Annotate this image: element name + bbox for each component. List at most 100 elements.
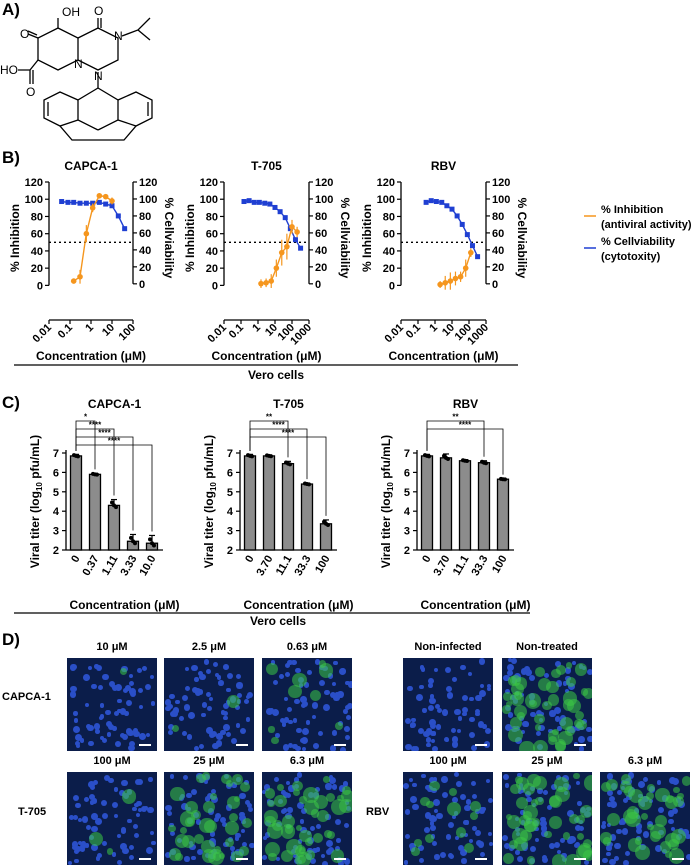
nucleus-speck [210, 788, 217, 795]
nucleus-speck [81, 816, 89, 823]
nucleus-speck [424, 827, 430, 833]
nucleus-speck [139, 733, 147, 741]
nucleus-speck [642, 777, 648, 783]
y-tick-label: 120 [377, 177, 395, 189]
nucleus-speck [91, 813, 99, 821]
significance-label: **** [459, 421, 472, 430]
scale-bar [334, 744, 346, 746]
nucleus-speck [302, 700, 309, 707]
viability-point [115, 213, 121, 219]
nucleus-speck [554, 841, 561, 848]
bar [300, 483, 314, 551]
infection-signal [330, 849, 345, 863]
nucleus-speck [487, 798, 493, 804]
bar-replicate-dot [286, 461, 290, 466]
nucleus-speck [671, 807, 679, 815]
inhibition-point [289, 224, 295, 230]
infection-signal [172, 724, 180, 732]
infection-signal [529, 699, 537, 708]
nucleus-speck [175, 700, 180, 705]
nucleus-speck [507, 711, 514, 718]
infection-signal [672, 786, 680, 794]
figure-charts: CAPCA-10204060801001200204060801001200.0… [8, 159, 692, 628]
viability-point [428, 198, 434, 204]
infection-signal [606, 779, 619, 792]
infection-signal [627, 806, 640, 819]
infection-signal [414, 839, 422, 847]
nucleus-speck [511, 658, 518, 665]
infection-signal [264, 815, 276, 828]
bar [319, 523, 333, 551]
nucleus-speck [112, 726, 117, 731]
nucleus-speck [566, 810, 574, 818]
x-tick-label: 0.01 [30, 322, 54, 346]
nucleus-speck [73, 718, 78, 723]
bar-replicate-dot [444, 455, 448, 460]
nucleus-speck [571, 660, 576, 665]
nucleus-speck [517, 772, 523, 778]
nucleus-speck [236, 692, 242, 698]
nucleus-speck [333, 694, 340, 702]
nucleus-speck [541, 856, 548, 863]
y-tick-label: 20 [206, 263, 218, 275]
nucleus-speck [193, 745, 200, 751]
nucleus-speck [208, 731, 215, 738]
y-tick-label: 20 [31, 263, 43, 275]
y2-tick-label: 60 [492, 228, 504, 240]
nucleus-speck [102, 673, 109, 681]
nucleus-speck [336, 838, 341, 843]
nucleus-speck [291, 660, 297, 666]
infection-signal [469, 812, 478, 821]
nucleus-speck [180, 802, 188, 810]
nucleus-speck [150, 701, 156, 706]
infection-signal [569, 813, 580, 824]
infection-signal [565, 676, 576, 687]
infection-signal [551, 668, 562, 679]
nucleus-speck [446, 692, 454, 699]
viability-point [90, 200, 96, 206]
bar-y-tick-label: 2 [227, 545, 233, 557]
nucleus-speck [75, 744, 80, 749]
nucleus-speck [555, 661, 561, 667]
bar-x-axis-label: Concentration (μM) [244, 598, 354, 612]
nucleus-speck [96, 665, 103, 672]
nucleus-speck [684, 833, 690, 840]
infection-signal [650, 823, 666, 840]
infection-signal [426, 800, 434, 808]
nucleus-speck [288, 719, 293, 725]
nucleus-speck [332, 681, 337, 687]
nucleus-speck [286, 792, 292, 798]
chart-title: T-705 [251, 159, 282, 173]
micrograph-image [67, 772, 157, 865]
structure-o-top: O [94, 4, 103, 18]
viability-point [77, 200, 83, 206]
nucleus-speck [283, 697, 288, 702]
bar-category-label: 0.37 [80, 554, 101, 579]
y2-tick-label: 80 [139, 211, 151, 223]
bar [477, 462, 491, 551]
nucleus-speck [311, 702, 319, 709]
infection-signal [339, 798, 352, 814]
nucleus-speck [309, 857, 317, 865]
micrograph-label: 6.3 μM [627, 755, 663, 767]
y-axis-label: % Inhibition [8, 204, 22, 272]
nucleus-speck [197, 849, 204, 856]
nucleus-speck [431, 746, 438, 751]
infection-signal [304, 838, 313, 847]
nucleus-speck [478, 658, 486, 665]
infection-signal [514, 704, 528, 719]
nucleus-speck [184, 666, 189, 672]
nucleus-speck [537, 788, 543, 794]
nucleus-speck [169, 774, 175, 779]
infection-signal [324, 829, 333, 838]
y2-axis-label: % Cellviability [515, 198, 529, 279]
nucleus-speck [89, 793, 96, 801]
x-tick-label: 1 [83, 322, 96, 335]
nucleus-speck [132, 806, 137, 811]
infection-signal [179, 811, 196, 827]
nucleus-speck [606, 773, 614, 780]
nucleus-speck [166, 811, 172, 816]
nucleus-speck [607, 789, 613, 796]
nucleus-speck [606, 845, 612, 851]
infection-signal [573, 772, 580, 780]
